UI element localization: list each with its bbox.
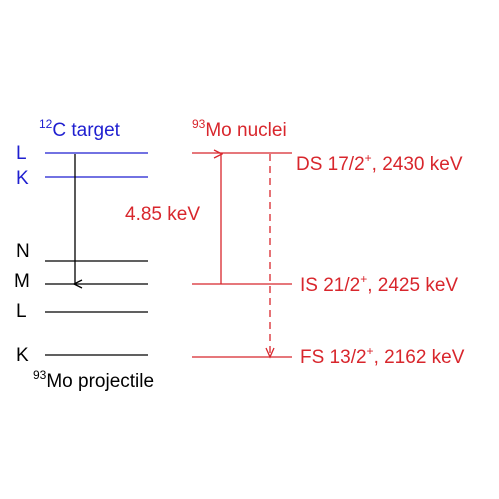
mo-nuclei-title: 93Mo nuclei bbox=[192, 117, 287, 141]
mo-projectile-caption: 93Mo projectile bbox=[33, 368, 154, 392]
state-label-fs: FS 13/2+, 2162 keV bbox=[300, 344, 465, 368]
state-label-is: IS 21/2+, 2425 keV bbox=[300, 272, 458, 296]
nuclear-decay-arrowhead bbox=[265, 347, 275, 359]
projectile-level-label-n: N bbox=[16, 241, 30, 262]
projectile-level-label-l: L bbox=[16, 301, 27, 322]
carbon-target-title: 12C target bbox=[39, 117, 121, 141]
carbon-level-label-l: L bbox=[16, 143, 27, 164]
projectile-level-label-k: K bbox=[16, 345, 29, 366]
state-label-ds: DS 17/2+, 2430 keV bbox=[296, 151, 463, 175]
projectile-level-label-m: M bbox=[14, 271, 30, 292]
carbon-level-label-k: K bbox=[16, 168, 29, 189]
energy-gap-label: 4.85 keV bbox=[125, 204, 200, 225]
